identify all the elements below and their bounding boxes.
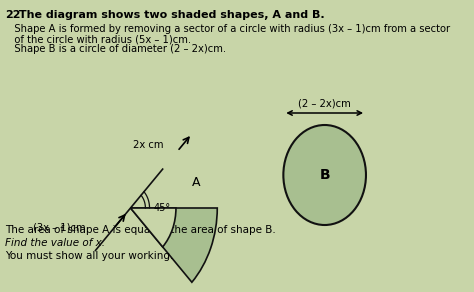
Text: 45°: 45° <box>154 203 171 213</box>
Text: (2 – 2x)cm: (2 – 2x)cm <box>298 99 351 109</box>
Text: You must show all your working.: You must show all your working. <box>5 251 173 261</box>
Circle shape <box>283 125 366 225</box>
Text: 2x cm: 2x cm <box>134 140 164 150</box>
Wedge shape <box>130 208 176 247</box>
Text: Find the value of x.: Find the value of x. <box>5 238 105 248</box>
Text: The diagram shows two shaded shapes, A and B.: The diagram shows two shaded shapes, A a… <box>15 10 325 20</box>
Text: Shape A is formed by removing a sector of a circle with radius (3x – 1)cm from a: Shape A is formed by removing a sector o… <box>5 24 450 34</box>
Text: B: B <box>319 168 330 182</box>
Text: (3x – 1)cm: (3x – 1)cm <box>33 223 85 233</box>
Wedge shape <box>130 208 217 282</box>
Text: of the circle with radius (5x – 1)cm.: of the circle with radius (5x – 1)cm. <box>5 34 191 44</box>
Text: Shape B is a circle of diameter (2 – 2x)cm.: Shape B is a circle of diameter (2 – 2x)… <box>5 44 226 54</box>
Text: A: A <box>191 176 200 189</box>
Text: The area of shape A is equal to the area of shape B.: The area of shape A is equal to the area… <box>5 225 276 235</box>
Text: 22: 22 <box>5 10 20 20</box>
